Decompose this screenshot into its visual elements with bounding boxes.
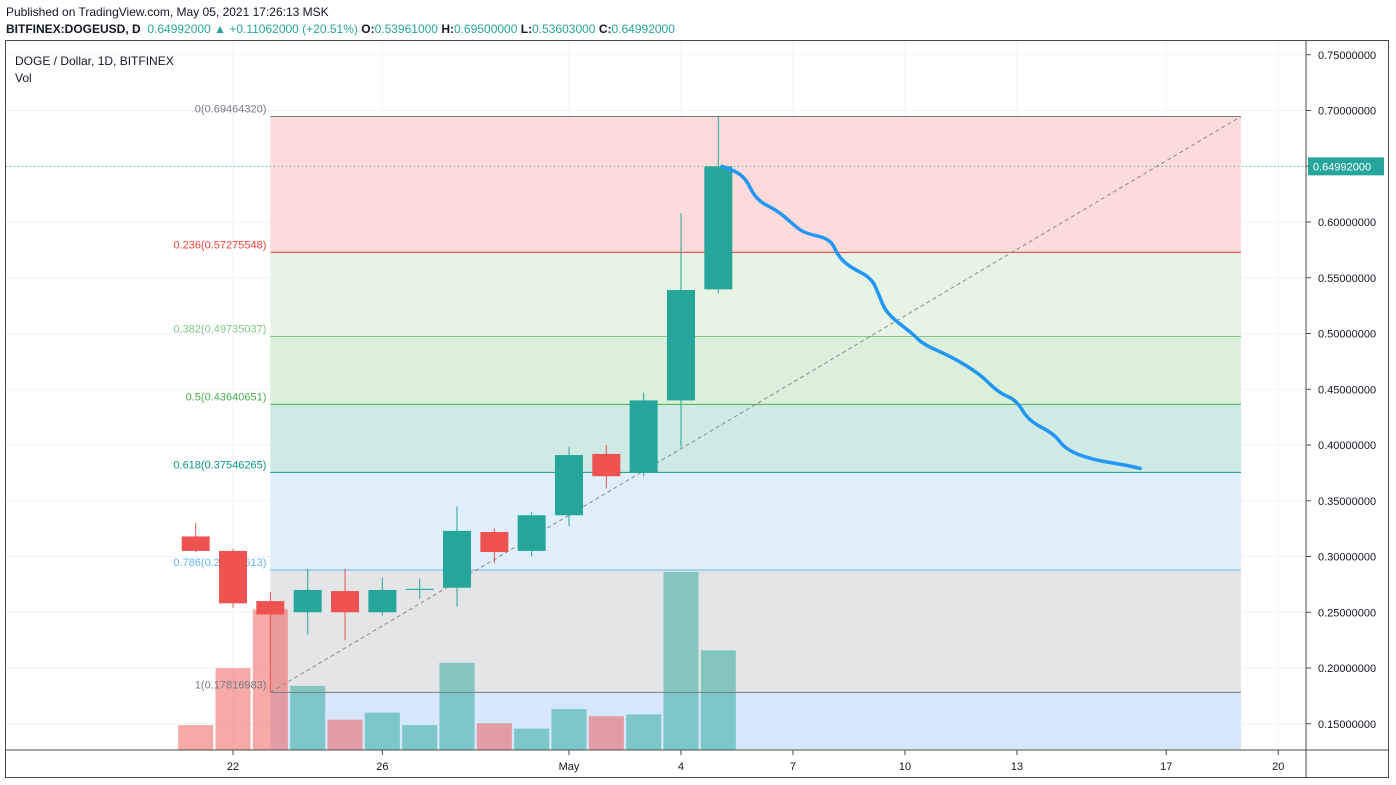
legend-volume-label: Vol [15, 71, 32, 85]
close-label: C: [598, 22, 612, 36]
volume-bar [327, 719, 363, 750]
forecast-drawing [720, 164, 1142, 471]
fib-zone [270, 116, 1241, 253]
candle-body [443, 530, 472, 588]
fib-level-label: 0.382(0.49735037) [173, 323, 266, 335]
volume-bar [551, 709, 587, 750]
price-tick-label: 0.45000000 [1318, 384, 1376, 396]
legend-title: DOGE / Dollar, 1D, BITFINEX [15, 54, 174, 68]
fib-level-label: 0.618(0.37546265) [173, 459, 266, 471]
published-line: Published on TradingView.com, May 05, 20… [6, 5, 329, 19]
plot-area: 0(0.69464320) 0.236(0.57275548) 0.382(0.49… [6, 41, 1306, 750]
price-tick-label: 0.30000000 [1318, 552, 1376, 564]
price-tick-label: 0.40000000 [1318, 440, 1376, 452]
volume-bar [476, 723, 512, 750]
time-tick-label: 7 [790, 761, 796, 773]
current-price-tag-label: 0.64992000 [1313, 161, 1371, 173]
candle-body [219, 550, 248, 604]
candle-body [704, 166, 733, 290]
candle-body [517, 515, 546, 551]
price-change: +0.11062000 (+20.51%) [229, 22, 358, 36]
time-tick-label: 10 [899, 761, 911, 773]
volume-bar [439, 662, 475, 750]
volume-bar [588, 716, 624, 750]
candle-body [368, 589, 397, 613]
fib-level-label: 0.236(0.57275548) [173, 239, 266, 251]
volume-bar [402, 725, 438, 750]
volume-bar [700, 650, 736, 750]
fib-level-label: 0.5(0.43640651) [186, 391, 267, 403]
price-tick-label: 0.75000000 [1318, 50, 1376, 62]
time-tick-label: 4 [678, 761, 684, 773]
time-tick-label: May [559, 761, 580, 773]
candle-body [480, 531, 509, 553]
close-value: 0.64992000 [611, 22, 675, 36]
change-arrow-icon: ▲ [214, 22, 226, 36]
high-label: H: [441, 22, 454, 36]
candle-body [592, 453, 621, 477]
low-value: 0.53603000 [532, 22, 596, 36]
high-value: 0.69500000 [454, 22, 518, 36]
candle-body [629, 400, 658, 473]
fib-zone [270, 472, 1241, 571]
symbol-ohlc-line: BITFINEX:DOGEUSD, D 0.64992000 ▲ +0.1106… [6, 22, 675, 36]
candle-body [256, 601, 285, 615]
price-tick-label: 0.25000000 [1318, 607, 1376, 619]
candle-body [666, 290, 695, 401]
volume-bar [364, 712, 400, 750]
fib-level-label: 0(0.69464320) [195, 103, 267, 115]
time-tick-label: 20 [1272, 761, 1284, 773]
time-tick-label: 17 [1160, 761, 1172, 773]
symbol-name: BITFINEX:DOGEUSD, D [6, 22, 141, 36]
open-value: 0.53961000 [374, 22, 438, 36]
price-tick-label: 0.35000000 [1318, 496, 1376, 508]
fib-zone [270, 404, 1241, 473]
open-label: O: [361, 22, 375, 36]
chart-legend: DOGE / Dollar, 1D, BITFINEX Vol [15, 53, 174, 87]
candle-body [331, 591, 360, 613]
volume-bar [215, 668, 251, 750]
price-tick-label: 0.15000000 [1318, 719, 1376, 731]
fib-level-label: 1(0.17816983) [195, 679, 267, 691]
candle-body [555, 455, 583, 516]
price-tick-label: 0.20000000 [1318, 663, 1376, 675]
candle-body [405, 588, 434, 590]
price-tick-label: 0.50000000 [1318, 329, 1376, 341]
fib-trend-line [270, 116, 1242, 693]
price-tick-label: 0.70000000 [1318, 106, 1376, 118]
time-tick-label: 26 [376, 761, 388, 773]
candle-body [181, 536, 210, 551]
candle-body [293, 589, 322, 613]
volume-bar [626, 714, 662, 750]
volume-bar [178, 725, 214, 750]
current-price-tag [1308, 157, 1384, 176]
fib-zone [270, 252, 1241, 337]
time-tick-label: 13 [1011, 761, 1023, 773]
volume-bar [663, 572, 699, 750]
volume-bar [514, 728, 550, 750]
low-label: L: [520, 22, 533, 36]
time-tick-label: 22 [227, 761, 239, 773]
chart-frame [5, 40, 1389, 778]
fib-zone [270, 336, 1241, 405]
price-tick-label: 0.60000000 [1318, 217, 1376, 229]
volume-bar [290, 685, 326, 750]
last-price: 0.64992000 [147, 22, 211, 36]
price-tick-label: 0.55000000 [1318, 273, 1376, 285]
fib-zone [270, 570, 1241, 693]
